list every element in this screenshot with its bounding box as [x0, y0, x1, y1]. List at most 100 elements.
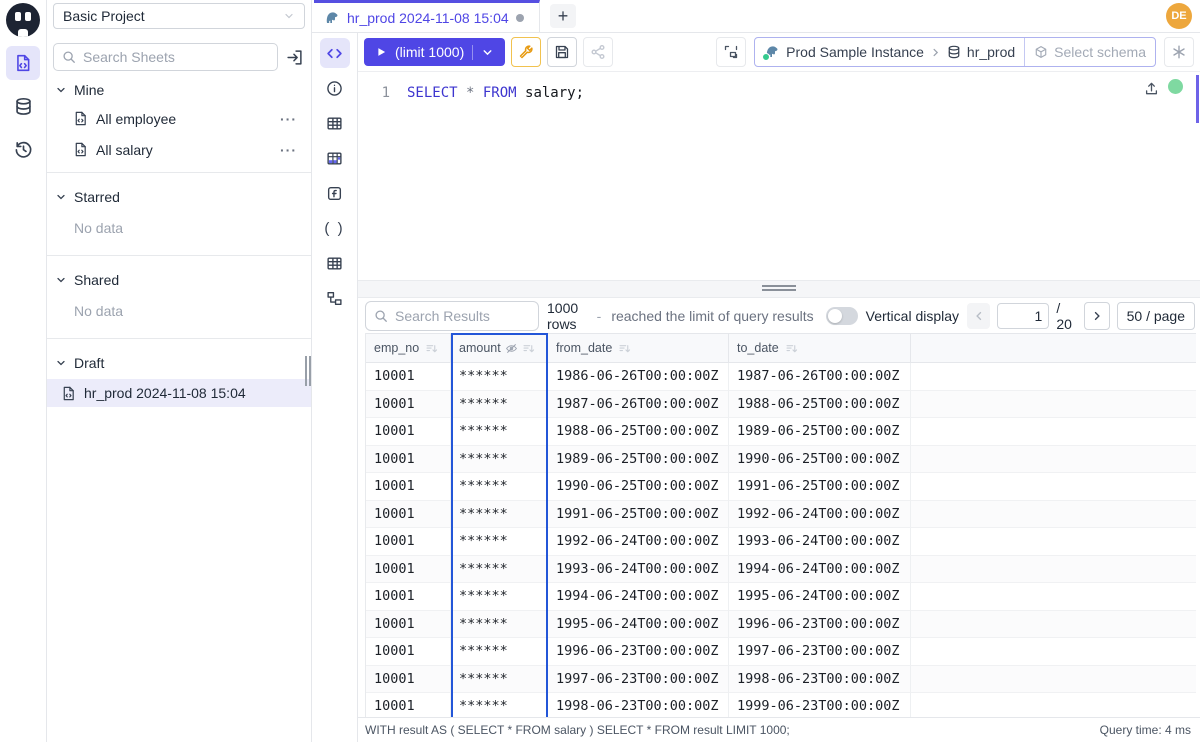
column-header-amount[interactable]: amount — [451, 334, 548, 363]
chevron-down-icon[interactable] — [481, 46, 494, 59]
table-cell[interactable]: 1998-06-23T00:00:00Z — [729, 665, 911, 693]
panel-diagram-button[interactable] — [320, 283, 350, 313]
share-sheet-button[interactable] — [583, 37, 614, 67]
table-cell[interactable]: 1991-06-25T00:00:00Z — [548, 500, 729, 528]
page-number-input[interactable] — [997, 302, 1050, 329]
table-cell[interactable]: 1991-06-25T00:00:00Z — [729, 473, 911, 501]
table-cell[interactable]: 1994-06-24T00:00:00Z — [548, 583, 729, 611]
column-header-from-date[interactable]: from_date — [548, 334, 729, 363]
format-sql-button[interactable] — [716, 37, 747, 67]
rail-worksheets-button[interactable] — [6, 46, 40, 80]
table-cell[interactable]: 1995-06-24T00:00:00Z — [729, 583, 911, 611]
sheet-item-all-salary[interactable]: All salary ··· — [47, 134, 311, 165]
prev-page-button[interactable] — [967, 302, 991, 329]
table-cell[interactable]: 10001 — [366, 528, 451, 556]
new-tab-button[interactable]: + — [550, 4, 576, 28]
table-cell[interactable]: 1999-06-23T00:00:00Z — [729, 693, 911, 717]
table-cell[interactable]: ****** — [451, 500, 548, 528]
sort-icon[interactable] — [425, 342, 438, 355]
import-sheet-button[interactable] — [286, 49, 303, 66]
panel-resize-divider[interactable] — [358, 280, 1200, 298]
table-cell[interactable]: 1988-06-25T00:00:00Z — [729, 390, 911, 418]
table-cell[interactable]: ****** — [451, 445, 548, 473]
table-cell[interactable]: 10001 — [366, 500, 451, 528]
table-cell[interactable]: 10001 — [366, 390, 451, 418]
page-size-select[interactable]: 50 / page — [1116, 301, 1195, 330]
table-cell[interactable]: 1994-06-24T00:00:00Z — [729, 555, 911, 583]
table-cell[interactable]: 1986-06-26T00:00:00Z — [548, 363, 729, 391]
table-cell[interactable]: ****** — [451, 638, 548, 666]
table-cell[interactable]: 1997-06-23T00:00:00Z — [729, 638, 911, 666]
panel-procedures-button[interactable]: ( ) — [320, 213, 350, 243]
column-header-emp-no[interactable]: emp_no — [366, 334, 451, 363]
connection-database-select[interactable]: Prod Sample Instance hr_prod — [755, 38, 1024, 66]
table-cell[interactable]: ****** — [451, 665, 548, 693]
sheet-item-menu-button[interactable]: ··· — [280, 141, 297, 158]
table-cell[interactable]: ****** — [451, 555, 548, 583]
vertical-display-toggle[interactable] — [825, 306, 858, 325]
panel-tables-button[interactable] — [320, 108, 350, 138]
section-starred[interactable]: Starred — [47, 180, 311, 210]
sidebar-resize-handle[interactable] — [305, 356, 311, 386]
column-header-to-date[interactable]: to_date — [729, 334, 911, 363]
table-cell[interactable]: 1987-06-26T00:00:00Z — [729, 363, 911, 391]
table-cell[interactable]: 10001 — [366, 583, 451, 611]
ai-assistant-button[interactable] — [1164, 37, 1194, 67]
save-sheet-button[interactable] — [547, 37, 578, 67]
table-cell[interactable]: 10001 — [366, 610, 451, 638]
table-cell[interactable]: ****** — [451, 693, 548, 717]
rail-databases-button[interactable] — [6, 89, 40, 123]
tab-active[interactable]: hr_prod 2024-11-08 15:04 — [314, 0, 540, 32]
table-cell[interactable]: 10001 — [366, 363, 451, 391]
table-cell[interactable]: 1992-06-24T00:00:00Z — [548, 528, 729, 556]
resize-handle[interactable] — [762, 285, 796, 291]
table-cell[interactable]: 1990-06-25T00:00:00Z — [548, 473, 729, 501]
table-cell[interactable]: 1988-06-25T00:00:00Z — [548, 418, 729, 446]
table-cell[interactable]: 1998-06-23T00:00:00Z — [548, 693, 729, 717]
table-cell[interactable]: 10001 — [366, 473, 451, 501]
table-cell[interactable]: 1993-06-24T00:00:00Z — [548, 555, 729, 583]
panel-functions-button[interactable] — [320, 178, 350, 208]
schema-select[interactable]: Select schema — [1024, 38, 1155, 66]
search-results-input[interactable]: Search Results — [365, 300, 539, 331]
table-cell[interactable]: ****** — [451, 418, 548, 446]
table-cell[interactable]: ****** — [451, 363, 548, 391]
table-cell[interactable]: ****** — [451, 390, 548, 418]
table-cell[interactable]: 10001 — [366, 665, 451, 693]
table-cell[interactable]: ****** — [451, 610, 548, 638]
run-query-button[interactable]: (limit 1000) — [364, 38, 506, 66]
section-shared[interactable]: Shared — [47, 263, 311, 293]
table-cell[interactable]: 1993-06-24T00:00:00Z — [729, 528, 911, 556]
user-avatar[interactable]: DE — [1166, 3, 1192, 29]
panel-external-tables-button[interactable] — [320, 248, 350, 278]
rail-history-button[interactable] — [6, 132, 40, 166]
table-cell[interactable]: 1989-06-25T00:00:00Z — [729, 418, 911, 446]
panel-info-button[interactable] — [320, 73, 350, 103]
table-cell[interactable]: 1996-06-23T00:00:00Z — [548, 638, 729, 666]
panel-masking-button[interactable] — [320, 143, 350, 173]
table-cell[interactable]: 10001 — [366, 418, 451, 446]
panel-code-button[interactable] — [319, 38, 350, 68]
sort-icon[interactable] — [785, 342, 798, 355]
table-cell[interactable]: 10001 — [366, 693, 451, 717]
table-cell[interactable]: 1997-06-23T00:00:00Z — [548, 665, 729, 693]
sheet-item-menu-button[interactable]: ··· — [280, 110, 297, 127]
sheet-item-draft[interactable]: hr_prod 2024-11-08 15:04 — [47, 379, 311, 407]
table-cell[interactable]: 1990-06-25T00:00:00Z — [729, 445, 911, 473]
table-cell[interactable]: ****** — [451, 583, 548, 611]
sort-icon[interactable] — [618, 342, 631, 355]
table-cell[interactable]: 10001 — [366, 638, 451, 666]
table-cell[interactable]: ****** — [451, 528, 548, 556]
table-cell[interactable]: 1995-06-24T00:00:00Z — [548, 610, 729, 638]
query-options-button[interactable] — [511, 37, 542, 67]
sort-icon[interactable] — [522, 342, 535, 355]
upload-icon[interactable] — [1144, 81, 1159, 96]
table-cell[interactable]: 10001 — [366, 555, 451, 583]
table-cell[interactable]: ****** — [451, 473, 548, 501]
search-sheets-input[interactable]: Search Sheets — [53, 43, 278, 71]
sql-editor[interactable]: 1 SELECT * FROM salary; — [358, 72, 1200, 280]
section-draft[interactable]: Draft — [47, 346, 311, 376]
table-cell[interactable]: 1987-06-26T00:00:00Z — [548, 390, 729, 418]
table-cell[interactable]: 1996-06-23T00:00:00Z — [729, 610, 911, 638]
table-cell[interactable]: 1992-06-24T00:00:00Z — [729, 500, 911, 528]
